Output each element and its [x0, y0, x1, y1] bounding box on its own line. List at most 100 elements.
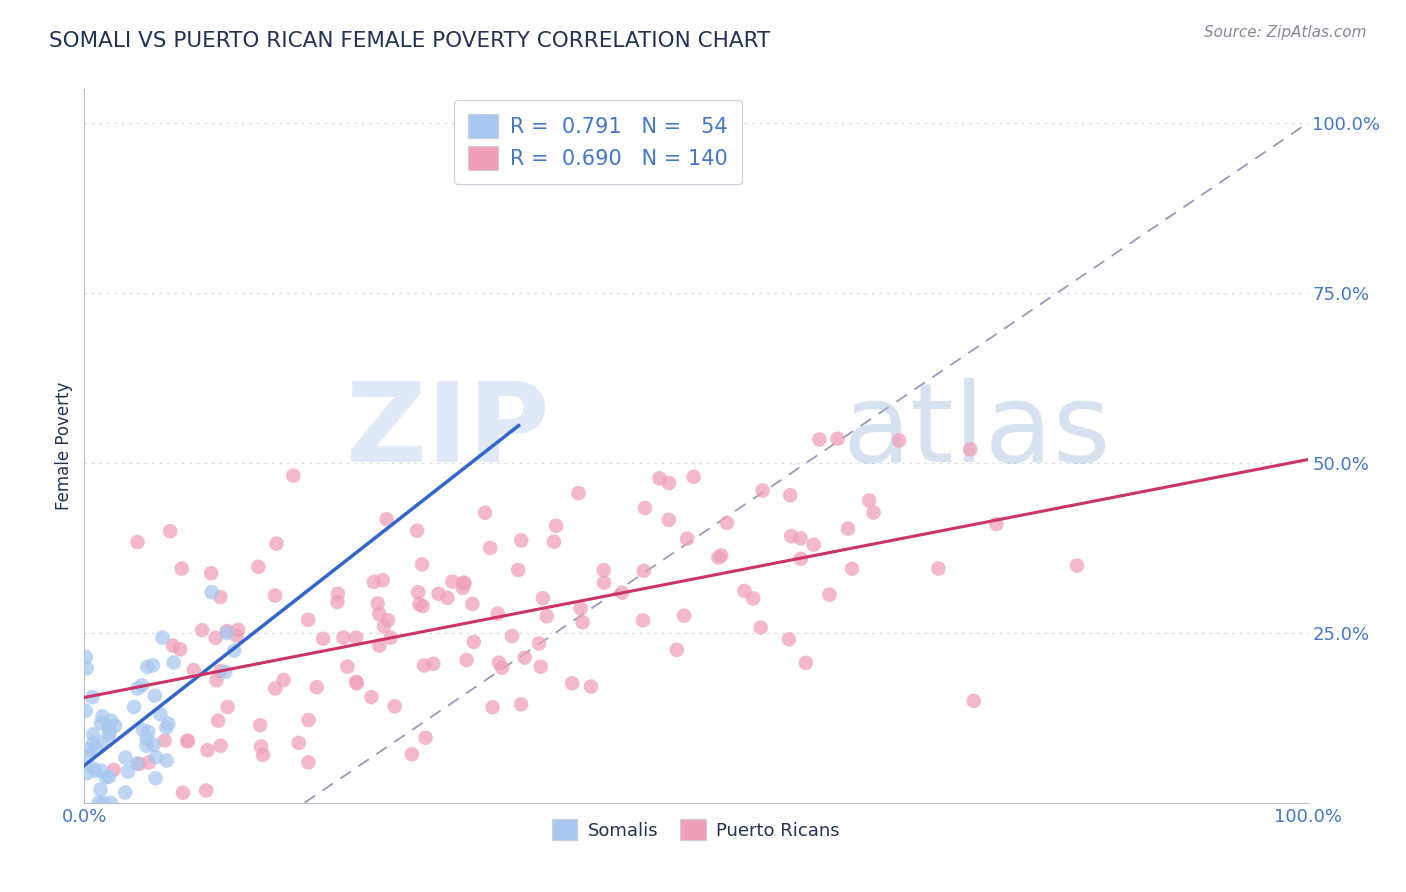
Point — [326, 595, 349, 609]
Point — [122, 699, 145, 714]
Point — [794, 656, 817, 670]
Point — [127, 756, 149, 771]
Point — [298, 713, 321, 727]
Point — [887, 434, 910, 448]
Point — [114, 785, 136, 799]
Point — [658, 476, 681, 491]
Point — [510, 698, 533, 712]
Point — [406, 585, 429, 599]
Point — [127, 681, 149, 696]
Point — [90, 716, 112, 731]
Point — [225, 629, 247, 643]
Point — [665, 643, 688, 657]
Point — [283, 468, 305, 483]
Point — [441, 574, 464, 589]
Point — [138, 756, 160, 770]
Point — [837, 522, 859, 536]
Point — [463, 635, 485, 649]
Point — [75, 704, 97, 718]
Point — [273, 673, 295, 687]
Point — [986, 516, 1008, 531]
Point — [453, 576, 475, 591]
Point — [344, 631, 367, 645]
Point — [508, 563, 530, 577]
Point — [297, 613, 319, 627]
Text: ZIP: ZIP — [346, 378, 550, 485]
Point — [98, 770, 121, 784]
Point — [963, 694, 986, 708]
Point — [249, 718, 271, 732]
Point — [162, 639, 184, 653]
Point — [367, 597, 389, 611]
Point — [673, 608, 696, 623]
Point — [818, 588, 841, 602]
Point — [413, 658, 436, 673]
Point — [633, 564, 655, 578]
Point — [401, 747, 423, 762]
Point — [436, 591, 458, 605]
Point — [103, 763, 125, 777]
Point — [84, 764, 107, 778]
Point — [543, 534, 565, 549]
Point — [451, 581, 474, 595]
Point — [297, 756, 319, 770]
Point — [176, 734, 198, 748]
Point — [156, 754, 179, 768]
Point — [561, 676, 583, 690]
Point — [481, 700, 503, 714]
Point — [375, 512, 398, 526]
Point — [579, 680, 602, 694]
Point — [406, 524, 429, 538]
Point — [91, 735, 114, 749]
Point — [513, 650, 536, 665]
Point — [250, 739, 273, 754]
Point — [183, 663, 205, 677]
Point — [384, 699, 406, 714]
Point — [593, 575, 616, 590]
Point — [312, 632, 335, 646]
Point — [200, 566, 222, 581]
Point — [790, 551, 813, 566]
Point — [153, 733, 176, 747]
Point — [707, 550, 730, 565]
Point — [530, 659, 553, 673]
Point — [733, 583, 755, 598]
Point — [209, 664, 232, 678]
Point — [531, 591, 554, 606]
Point — [716, 516, 738, 530]
Point — [827, 432, 849, 446]
Point — [200, 585, 222, 599]
Point — [336, 659, 359, 673]
Point — [858, 493, 880, 508]
Point — [408, 597, 430, 611]
Point — [159, 524, 181, 539]
Point — [779, 488, 801, 502]
Point — [142, 658, 165, 673]
Point — [197, 743, 219, 757]
Text: SOMALI VS PUERTO RICAN FEMALE POVERTY CORRELATION CHART: SOMALI VS PUERTO RICAN FEMALE POVERTY CO… — [49, 31, 770, 51]
Point — [217, 700, 239, 714]
Point — [104, 719, 127, 733]
Point — [191, 624, 214, 638]
Point — [75, 650, 97, 665]
Point — [142, 738, 165, 752]
Point — [177, 733, 200, 747]
Point — [209, 739, 232, 753]
Point — [205, 673, 228, 688]
Point — [226, 623, 249, 637]
Point — [377, 613, 399, 627]
Text: atlas: atlas — [842, 378, 1111, 485]
Point — [742, 591, 765, 606]
Point — [87, 796, 110, 810]
Point — [415, 731, 437, 745]
Point — [491, 660, 513, 674]
Point — [368, 607, 391, 621]
Point — [927, 561, 949, 575]
Point — [287, 736, 309, 750]
Point — [344, 674, 367, 689]
Point — [207, 714, 229, 728]
Point — [252, 747, 274, 762]
Point — [305, 680, 328, 694]
Point — [98, 725, 121, 739]
Point — [209, 590, 232, 604]
